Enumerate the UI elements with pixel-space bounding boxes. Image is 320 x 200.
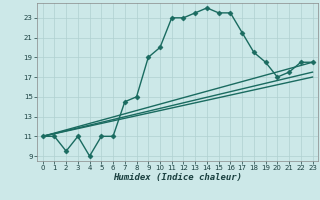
X-axis label: Humidex (Indice chaleur): Humidex (Indice chaleur): [113, 173, 242, 182]
